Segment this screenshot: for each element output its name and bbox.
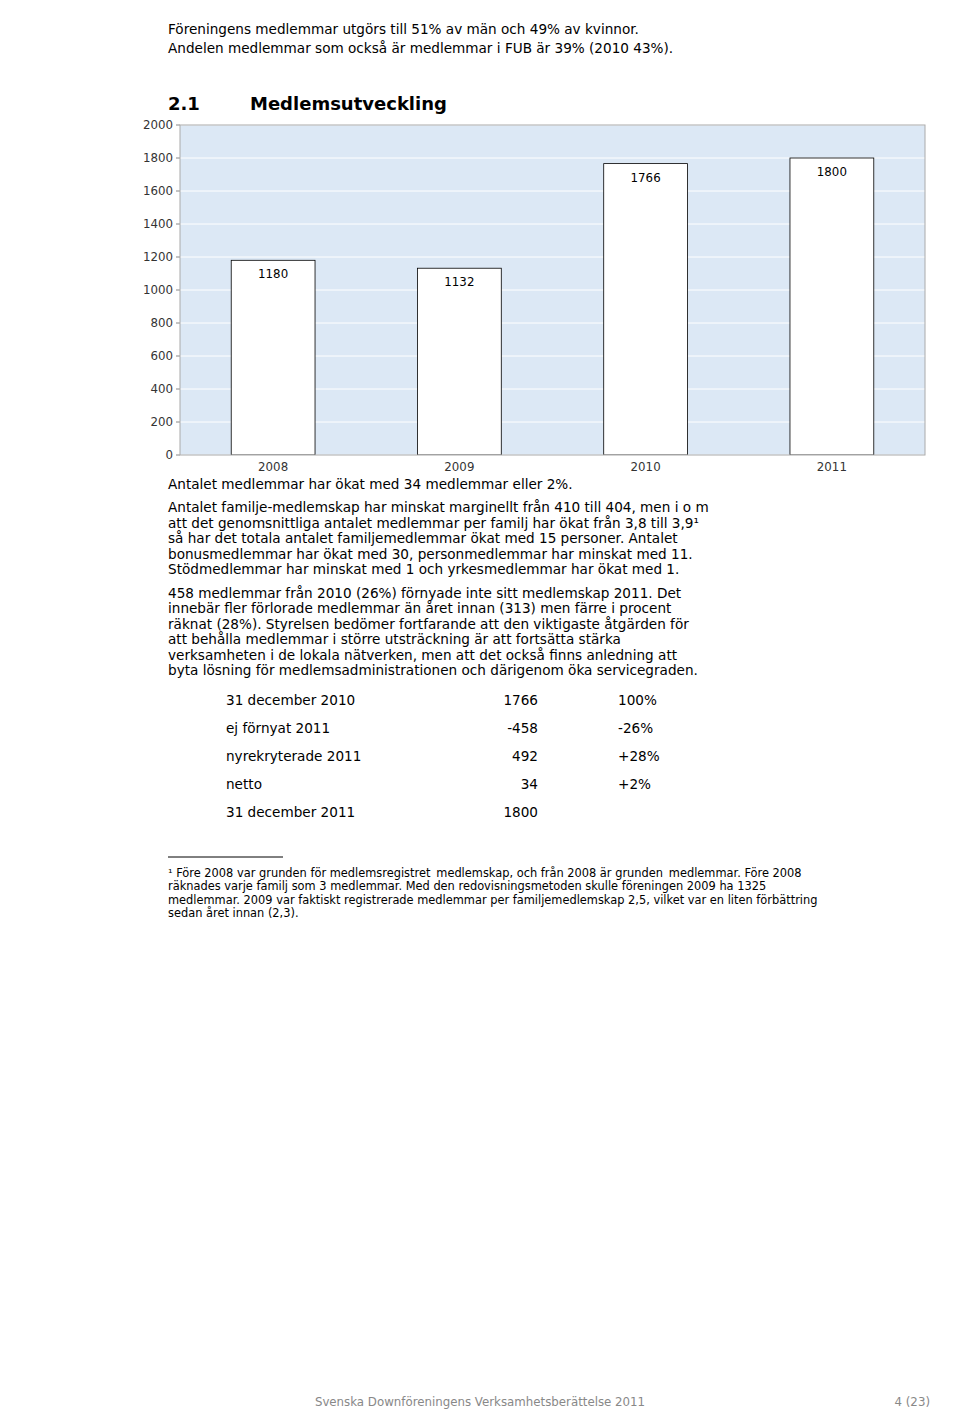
bar [417, 268, 501, 455]
body-text: bonusmedlemmar har ökat med 30, personme… [168, 546, 693, 562]
y-tick [176, 389, 180, 390]
y-tick-label: 600 [150, 349, 173, 363]
data-label: 1800 [817, 165, 847, 179]
table-label: 31 december 2010 [226, 692, 355, 708]
page-background [0, 0, 960, 1427]
x-tick-label: 2009 [444, 460, 474, 474]
table-value: 34 [521, 776, 538, 792]
bar [790, 158, 874, 455]
footnote: räknades varje familj som 3 medlemmar. M… [168, 879, 766, 893]
plot-background [180, 125, 925, 455]
footnote: sedan året innan (2,3). [168, 906, 299, 920]
plot-frame [180, 125, 925, 455]
grid [180, 125, 925, 455]
data-label: 1132 [444, 275, 474, 289]
x-tick-label: 2011 [817, 460, 847, 474]
bar-chart: 0 200 400 600 800 1000 1200 1400 1600 1800 2000 118… [143, 118, 925, 474]
y-tick-label: 1000 [143, 283, 173, 297]
y-tick-label: 2000 [143, 118, 173, 132]
y-tick [176, 455, 180, 456]
body-text: räknat (28%). Styrelsen bedömer fortfara… [168, 616, 689, 632]
table-percent: 100% [618, 692, 657, 708]
y-tick [176, 356, 180, 357]
table-label: 31 december 2011 [226, 804, 355, 820]
table-percent: +2% [618, 776, 651, 792]
body-text: verksamheten i de lokala nätverken, men … [168, 647, 677, 663]
table-label: ej förnyat 2011 [226, 720, 330, 736]
table-value: 492 [512, 748, 538, 764]
body-text: Antalet medlemmar har ökat med 34 medlem… [168, 476, 573, 492]
table-label: netto [226, 776, 262, 792]
bar [231, 260, 315, 455]
bar [604, 164, 688, 455]
footnote: medlemmar. 2009 var faktiskt registrerad… [168, 893, 817, 907]
y-tick [176, 224, 180, 225]
table-label: nyrekryterade 2011 [226, 748, 361, 764]
footnote: ¹ Före 2008 var grunden för medlemsregis… [168, 866, 802, 880]
y-tick-label: 0 [165, 448, 173, 462]
body-text: så har det totala antalet familjemedlemm… [168, 530, 678, 546]
body-text: innebär fler förlorade medlemmar än året… [168, 600, 671, 616]
y-tick-label: 1600 [143, 184, 173, 198]
y-tick-label: 400 [150, 382, 173, 396]
body-text: Föreningens medlemmar utgörs till 51% av… [168, 21, 639, 37]
section-title: Medlemsutveckling [250, 93, 447, 114]
data-label: 1180 [258, 267, 288, 281]
y-tick [176, 158, 180, 159]
y-tick [176, 290, 180, 291]
body-text: 458 medlemmar från 2010 (26%) förnyade i… [168, 585, 681, 601]
y-tick [176, 422, 180, 423]
table-value: 1766 [503, 692, 538, 708]
data-label: 1766 [631, 171, 661, 185]
table-percent: +28% [618, 748, 660, 764]
body-text: Stödmedlemmar har minskat med 1 och yrke… [168, 561, 679, 577]
body-text: Andelen medlemmar som också är medlemmar… [168, 40, 673, 56]
y-tick [176, 125, 180, 126]
body-text: att behålla medlemmar i större utsträckn… [168, 631, 621, 647]
footer-page: 4 (23) [895, 1395, 930, 1409]
bars [231, 158, 874, 455]
body-text: Antalet familje-medlemskap har minskat m… [168, 499, 709, 515]
y-tick [176, 191, 180, 192]
body-text: byta lösning för medlemsadministrationen… [168, 662, 698, 678]
footer-text: Svenska Downföreningens Verksamhetsberät… [315, 1395, 645, 1409]
table-percent: -26% [618, 720, 653, 736]
y-tick [176, 257, 180, 258]
y-tick [176, 323, 180, 324]
body-text: att det genomsnittliga antalet medlemmar… [168, 515, 699, 531]
y-tick-label: 1800 [143, 151, 173, 165]
footnote-separator [168, 857, 283, 858]
y-tick-label: 800 [150, 316, 173, 330]
page: Föreningens medlemmar utgörs till 51% av… [0, 0, 960, 1427]
table-value: 1800 [503, 804, 538, 820]
x-tick-label: 2008 [258, 460, 288, 474]
y-tick-label: 1400 [143, 217, 173, 231]
y-tick-label: 200 [150, 415, 173, 429]
table-value: -458 [507, 720, 538, 736]
section-number: 2.1 [168, 93, 200, 114]
y-tick-label: 1200 [143, 250, 173, 264]
x-tick-label: 2010 [631, 460, 661, 474]
